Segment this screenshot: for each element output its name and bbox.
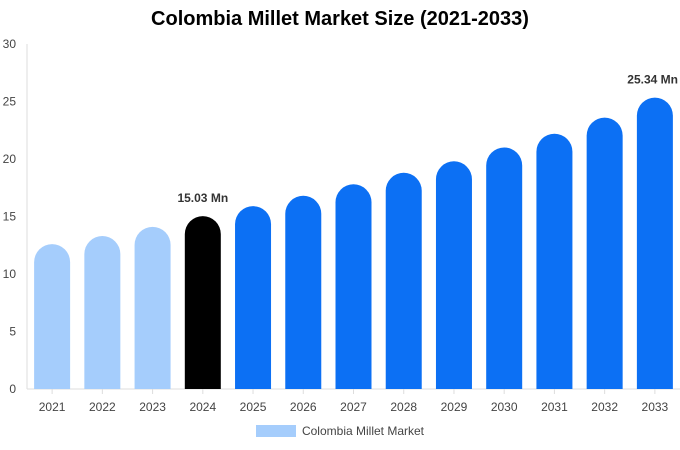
x-tick-label: 2023 [139, 400, 166, 414]
x-tick-label: 2021 [39, 400, 66, 414]
x-tick-label: 2029 [441, 400, 468, 414]
bar-2032[interactable] [586, 117, 623, 389]
y-tick-label: 25 [3, 95, 17, 109]
x-tick-label: 2028 [390, 400, 417, 414]
bar-2026[interactable] [285, 195, 322, 389]
y-tick-label: 0 [9, 382, 16, 396]
y-tick-label: 30 [3, 37, 17, 51]
bars [34, 97, 673, 390]
x-tick-label: 2026 [290, 400, 317, 414]
bar-2024[interactable] [184, 216, 221, 389]
y-tick-label: 15 [3, 210, 17, 224]
bar-2030[interactable] [486, 147, 523, 390]
x-tick-label: 2030 [491, 400, 518, 414]
x-axis: 2021 2022 2023 2024 2025 2026 2027 2028 2029 2030… [27, 388, 680, 414]
legend: Colombia Millet Market [0, 424, 680, 438]
chart-title: Colombia Millet Market Size (2021-2033) [151, 8, 529, 30]
legend-label: Colombia Millet Market [301, 424, 425, 438]
x-tick-label: 2027 [340, 400, 367, 414]
x-tick-label: 2032 [591, 400, 618, 414]
data-label: 25.34 Mn [627, 73, 678, 87]
y-tick-label: 5 [9, 325, 16, 339]
y-tick-label: 10 [3, 267, 17, 281]
x-tick-label: 2033 [642, 400, 669, 414]
bar-2025[interactable] [235, 206, 272, 389]
y-tick-label: 20 [3, 152, 17, 166]
legend-swatch [255, 425, 296, 437]
bar-2022[interactable] [84, 236, 121, 389]
bar-2028[interactable] [385, 172, 422, 389]
bar-2031[interactable] [536, 133, 573, 389]
bar-2023[interactable] [134, 226, 171, 389]
bar-2033[interactable] [636, 97, 673, 389]
x-tick-label: 2025 [240, 400, 267, 414]
data-label: 15.03 Mn [177, 191, 228, 205]
x-tick-label: 2022 [89, 400, 116, 414]
x-tick-label: 2031 [541, 400, 568, 414]
x-tick-label: 2024 [189, 400, 216, 414]
y-axis: 0 5 10 15 20 25 30 [3, 37, 28, 396]
bar-2029[interactable] [435, 161, 472, 389]
data-labels: 15.03 Mn 25.34 Mn [177, 73, 678, 206]
bar-2021[interactable] [34, 244, 71, 389]
bar-2027[interactable] [335, 184, 372, 389]
